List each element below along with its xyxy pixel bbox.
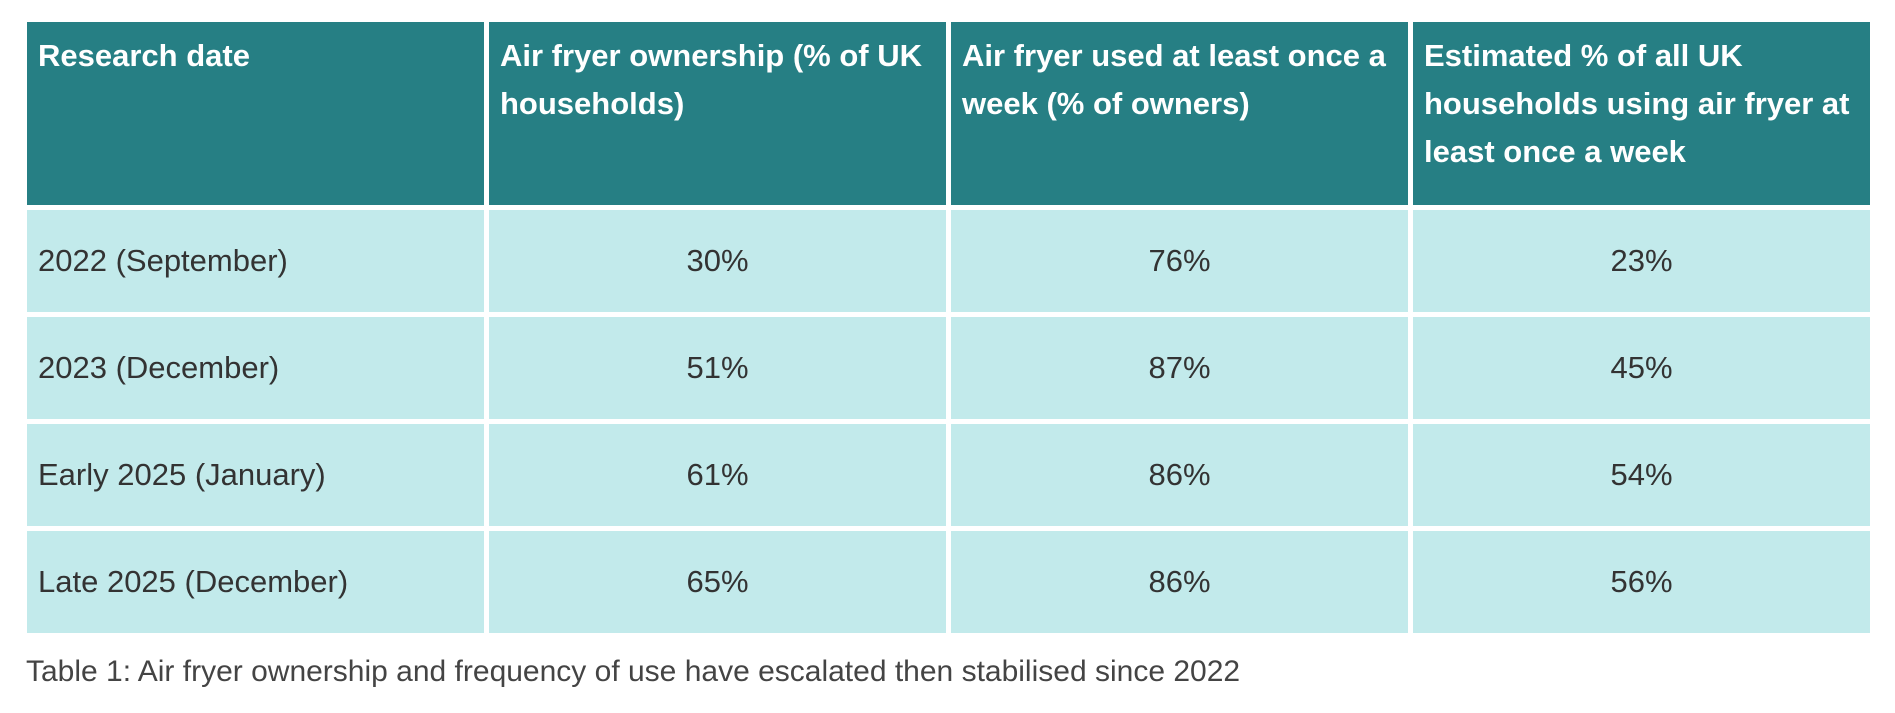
cell-text: 87% [1148,350,1211,385]
cell-text: 2023 (December) [38,350,280,385]
body-cell: 86% [951,531,1408,633]
cell-text: 76% [1148,243,1211,278]
body-cell: 65% [489,531,946,633]
body-cell: 56% [1413,531,1870,633]
cell-text: 2022 (September) [38,243,288,278]
body-cell: 76% [951,210,1408,312]
cell-text: 30% [686,243,749,278]
cell-text: Research date [38,38,250,73]
cell-text: 86% [1148,564,1211,599]
cell-text: Air fryer ownership (% of UK households) [500,38,922,121]
cell-text: 86% [1148,457,1211,492]
body-cell: 23% [1413,210,1870,312]
header-cell: Research date [27,22,484,205]
body-cell: 86% [951,424,1408,526]
cell-text: 65% [686,564,749,599]
body-cell: 2022 (September) [27,210,484,312]
cell-text: 51% [686,350,749,385]
cell-text: 45% [1610,350,1673,385]
body-cell: 54% [1413,424,1870,526]
caption: Table 1: Air fryer ownership and frequen… [26,655,1241,688]
body-cell: Early 2025 (January) [27,424,484,526]
cell-text: Late 2025 (December) [38,564,349,599]
table: Research date Air fryer ownership (% of U… [27,22,1870,633]
body-cell: 61% [489,424,946,526]
cell-text: Air fryer used at least once a week (% o… [962,38,1386,121]
cell-text: 56% [1610,564,1673,599]
body-cell: Late 2025 (December) [27,531,484,633]
header-cell: Air fryer ownership (% of UK households) [489,22,946,205]
body-cell: 51% [489,317,946,419]
cell-text: 61% [686,457,749,492]
body-cell: 87% [951,317,1408,419]
cell-text: Estimated % of all UK households using a… [1424,38,1850,169]
body-cell: 2023 (December) [27,317,484,419]
header-cell: Estimated % of all UK households using a… [1413,22,1870,205]
cell-text: 54% [1610,457,1673,492]
body-cell: 45% [1413,317,1870,419]
cell-text: 23% [1610,243,1673,278]
header-cell: Air fryer used at least once a week (% o… [951,22,1408,205]
body-cell: 30% [489,210,946,312]
cell-text: Early 2025 (January) [38,457,326,492]
